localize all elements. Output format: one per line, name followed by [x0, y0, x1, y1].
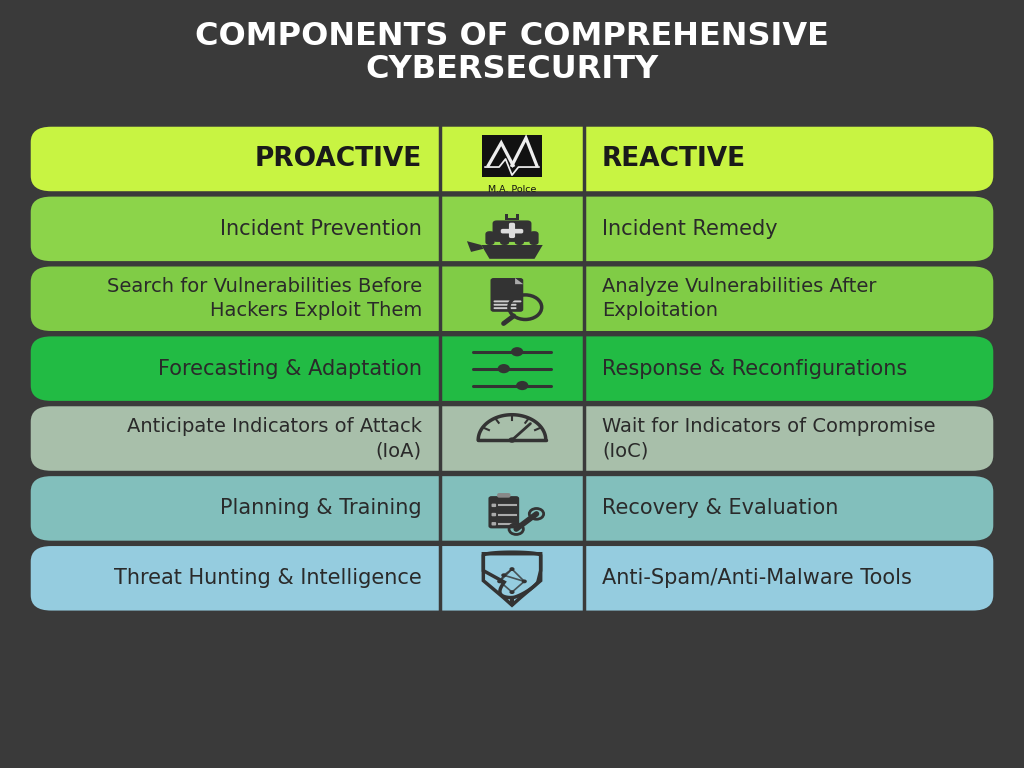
Text: Anti-Spam/Anti-Malware Tools: Anti-Spam/Anti-Malware Tools: [602, 568, 912, 588]
Text: COMPONENTS OF COMPREHENSIVE: COMPONENTS OF COMPREHENSIVE: [195, 22, 829, 52]
FancyBboxPatch shape: [494, 304, 516, 306]
Text: Analyze Vulnerabilities After
Exploitation: Analyze Vulnerabilities After Exploitati…: [602, 277, 877, 320]
FancyBboxPatch shape: [31, 127, 993, 191]
Text: M.A. Polce: M.A. Polce: [487, 185, 537, 194]
Text: Planning & Training: Planning & Training: [220, 498, 422, 518]
FancyBboxPatch shape: [31, 406, 993, 471]
Polygon shape: [481, 245, 543, 259]
FancyBboxPatch shape: [515, 228, 524, 245]
Polygon shape: [467, 241, 483, 252]
Circle shape: [498, 579, 502, 583]
FancyBboxPatch shape: [494, 300, 521, 303]
FancyBboxPatch shape: [509, 223, 515, 238]
Circle shape: [498, 364, 510, 373]
Circle shape: [510, 567, 514, 571]
FancyBboxPatch shape: [31, 476, 993, 541]
Circle shape: [516, 381, 528, 390]
Text: REACTIVE: REACTIVE: [602, 146, 746, 172]
FancyBboxPatch shape: [31, 197, 993, 261]
Polygon shape: [505, 214, 519, 220]
Polygon shape: [515, 278, 523, 284]
FancyBboxPatch shape: [31, 266, 993, 331]
FancyBboxPatch shape: [31, 336, 993, 401]
Text: Search for Vulnerabilities Before
Hackers Exploit Them: Search for Vulnerabilities Before Hacker…: [106, 277, 422, 320]
FancyBboxPatch shape: [494, 307, 516, 309]
FancyBboxPatch shape: [490, 278, 523, 312]
FancyBboxPatch shape: [492, 513, 496, 516]
Text: PROACTIVE: PROACTIVE: [255, 146, 422, 172]
FancyBboxPatch shape: [498, 493, 510, 498]
Circle shape: [510, 590, 514, 594]
Circle shape: [511, 347, 523, 356]
FancyBboxPatch shape: [501, 229, 523, 233]
Circle shape: [508, 437, 515, 442]
Text: Threat Hunting & Intelligence: Threat Hunting & Intelligence: [114, 568, 422, 588]
FancyBboxPatch shape: [492, 522, 496, 525]
FancyBboxPatch shape: [493, 220, 531, 242]
FancyBboxPatch shape: [482, 135, 542, 177]
Text: Wait for Indicators of Compromise
(IoC): Wait for Indicators of Compromise (IoC): [602, 417, 936, 460]
FancyBboxPatch shape: [31, 546, 993, 611]
FancyBboxPatch shape: [488, 496, 519, 528]
FancyBboxPatch shape: [529, 231, 539, 245]
Text: CYBERSECURITY: CYBERSECURITY: [366, 54, 658, 84]
Circle shape: [522, 579, 526, 583]
Circle shape: [502, 573, 506, 577]
Text: Incident Prevention: Incident Prevention: [220, 219, 422, 239]
Text: Anticipate Indicators of Attack
(IoA): Anticipate Indicators of Attack (IoA): [127, 417, 422, 460]
FancyBboxPatch shape: [485, 231, 495, 245]
Text: Response & Reconfigurations: Response & Reconfigurations: [602, 359, 907, 379]
Text: Forecasting & Adaptation: Forecasting & Adaptation: [158, 359, 422, 379]
Text: Recovery & Evaluation: Recovery & Evaluation: [602, 498, 839, 518]
FancyBboxPatch shape: [492, 504, 496, 507]
FancyBboxPatch shape: [500, 228, 509, 245]
Text: Incident Remedy: Incident Remedy: [602, 219, 778, 239]
